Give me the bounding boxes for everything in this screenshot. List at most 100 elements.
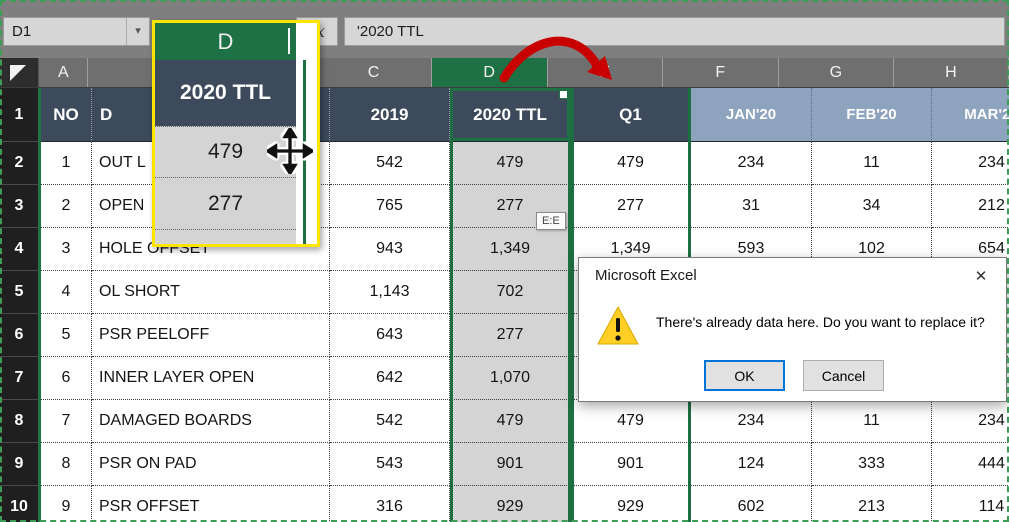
cell[interactable]: 277 <box>571 185 691 228</box>
cell-d1-selected[interactable]: 2020 TTL <box>450 88 571 142</box>
cell[interactable]: 7 <box>41 400 92 443</box>
drag-preview-header-cell: 2020 TTL <box>155 60 296 126</box>
column-drag-preview[interactable]: D 2020 TTL 479 277 <box>152 20 320 247</box>
drag-preview-cell: 277 <box>155 177 296 229</box>
row-headers-strip: 1 2 3 4 5 6 7 8 9 10 <box>0 88 41 522</box>
cell[interactable]: 444 <box>932 443 1009 486</box>
dialog-title: Microsoft Excel <box>595 267 697 284</box>
cell[interactable]: 479 <box>571 142 691 185</box>
cell[interactable]: 2 <box>41 185 92 228</box>
cell[interactable]: 11 <box>812 400 932 443</box>
ok-button[interactable]: OK <box>704 360 785 391</box>
column-header-g[interactable]: G <box>779 58 894 87</box>
column-header-f[interactable]: F <box>663 58 779 87</box>
cell[interactable]: 8 <box>41 443 92 486</box>
cell[interactable]: 124 <box>691 443 812 486</box>
data-row: 4 OL SHORT 1,143 702 <box>41 271 1009 314</box>
row-header-5[interactable]: 5 <box>0 271 38 314</box>
row-header-4[interactable]: 4 <box>0 228 38 271</box>
cell[interactable]: 4 <box>41 271 92 314</box>
row-header-2[interactable]: 2 <box>0 142 38 185</box>
warning-icon <box>597 305 639 345</box>
cell[interactable]: 9 <box>41 486 92 522</box>
cell[interactable]: DAMAGED BOARDS <box>92 400 330 443</box>
name-box-dropdown-icon[interactable]: ▾ <box>126 18 149 45</box>
drag-column-letter: D <box>217 28 234 54</box>
drag-preview-partial-cell <box>155 229 296 244</box>
cell[interactable]: 542 <box>330 142 450 185</box>
cell[interactable]: 333 <box>812 443 932 486</box>
cell[interactable]: 479 <box>571 400 691 443</box>
cell[interactable]: 234 <box>691 142 812 185</box>
column-header-c[interactable]: C <box>317 58 432 87</box>
cell[interactable]: 479 <box>450 400 571 443</box>
formula-bar-value: '2020 TTL <box>357 23 424 40</box>
row-header-1[interactable]: 1 <box>0 88 38 142</box>
cell[interactable]: PSR OFFSET <box>92 486 330 522</box>
cell[interactable]: 1,070 <box>450 357 571 400</box>
cell[interactable]: PSR PEELOFF <box>92 314 330 357</box>
formula-bar[interactable]: '2020 TTL <box>344 17 1005 46</box>
column-header-d-selected[interactable]: D <box>431 58 548 87</box>
cell[interactable]: 277 <box>450 314 571 357</box>
move-cursor-icon <box>267 128 313 174</box>
cell[interactable]: 234 <box>932 142 1009 185</box>
cell[interactable]: 316 <box>330 486 450 522</box>
cell[interactable]: 34 <box>812 185 932 228</box>
cell[interactable]: 943 <box>330 228 450 271</box>
cell[interactable]: OL SHORT <box>92 271 330 314</box>
select-all-triangle-icon <box>10 65 26 81</box>
cell[interactable]: 11 <box>812 142 932 185</box>
cell[interactable]: 479 <box>450 142 571 185</box>
cell[interactable]: 31 <box>691 185 812 228</box>
cell[interactable]: 642 <box>330 357 450 400</box>
row-header-9[interactable]: 9 <box>0 443 38 486</box>
cell[interactable]: 212 <box>932 185 1009 228</box>
cell[interactable]: 1,143 <box>330 271 450 314</box>
cell-f1[interactable]: JAN'20 <box>691 88 812 142</box>
name-box[interactable]: D1 ▾ <box>3 17 150 46</box>
cell[interactable]: 765 <box>330 185 450 228</box>
cell-g1[interactable]: FEB'20 <box>812 88 932 142</box>
data-row: 5 PSR PEELOFF 643 277 <box>41 314 1009 357</box>
cell[interactable]: 234 <box>691 400 812 443</box>
cell[interactable]: 213 <box>812 486 932 522</box>
cell[interactable]: 929 <box>571 486 691 522</box>
cell[interactable]: 1 <box>41 142 92 185</box>
column-header-e[interactable]: E <box>548 58 663 87</box>
cancel-button[interactable]: Cancel <box>803 360 884 391</box>
cell[interactable]: 929 <box>450 486 571 522</box>
row-header-7[interactable]: 7 <box>0 357 38 400</box>
cell[interactable]: 542 <box>330 400 450 443</box>
cell[interactable]: 901 <box>450 443 571 486</box>
cell[interactable]: 3 <box>41 228 92 271</box>
cell[interactable]: 1,349 <box>450 228 571 271</box>
row-header-10[interactable]: 10 <box>0 486 38 522</box>
cell-c1[interactable]: 2019 <box>330 88 450 142</box>
cell-a1[interactable]: NO <box>41 88 92 142</box>
cell[interactable]: 5 <box>41 314 92 357</box>
cell[interactable]: 901 <box>571 443 691 486</box>
column-header-h[interactable]: H <box>894 58 1009 87</box>
cell[interactable]: PSR ON PAD <box>92 443 330 486</box>
cell[interactable]: 602 <box>691 486 812 522</box>
drag-preview-column-letter: D <box>155 23 296 60</box>
cell-e1[interactable]: Q1 <box>571 88 691 142</box>
column-header-a[interactable]: A <box>39 58 89 87</box>
cell[interactable]: 543 <box>330 443 450 486</box>
row-header-6[interactable]: 6 <box>0 314 38 357</box>
cell[interactable]: 234 <box>932 400 1009 443</box>
cell[interactable]: 6 <box>41 357 92 400</box>
cell-h1[interactable]: MAR'20 <box>932 88 1009 142</box>
row-header-8[interactable]: 8 <box>0 400 38 443</box>
dialog-close-button[interactable]: ✕ <box>968 264 994 288</box>
cell[interactable]: INNER LAYER OPEN <box>92 357 330 400</box>
dialog-message: There's already data here. Do you want t… <box>656 314 985 330</box>
close-icon: ✕ <box>974 268 988 285</box>
cell[interactable]: 702 <box>450 271 571 314</box>
select-all-corner[interactable] <box>0 58 40 87</box>
row-header-3[interactable]: 3 <box>0 185 38 228</box>
cell[interactable]: 114 <box>932 486 1009 522</box>
cell[interactable]: 643 <box>330 314 450 357</box>
